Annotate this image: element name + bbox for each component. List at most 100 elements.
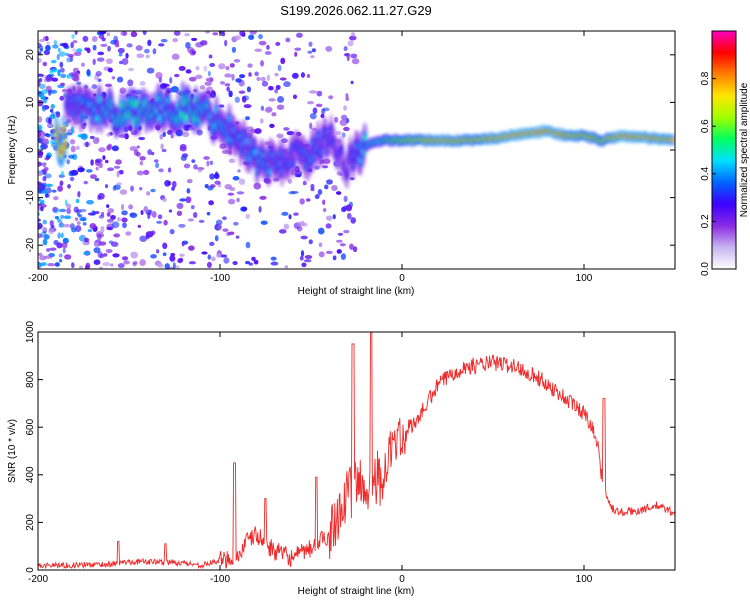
- heatmap-cell: [350, 217, 357, 224]
- heatmap-cell: [46, 248, 51, 252]
- heatmap-cell: [325, 250, 333, 255]
- colorbar-tick-label: 0.2: [700, 214, 711, 228]
- heatmap-cell: [187, 218, 195, 222]
- heatmap-cell: [38, 205, 41, 212]
- heatmap-cell: [78, 265, 83, 269]
- heatmap-cell: [143, 205, 149, 213]
- heatmap-cell: [228, 158, 236, 164]
- heatmap-cell: [258, 34, 263, 40]
- heatmap-cell: [346, 54, 350, 62]
- heatmap-cell: [49, 247, 57, 251]
- heatmap-cell: [275, 84, 281, 90]
- heatmap-cell: [139, 160, 144, 166]
- heatmap-cell: [276, 104, 285, 110]
- heatmap-cell: [302, 222, 308, 227]
- heatmap-cell: [294, 47, 302, 51]
- heatmap-cell: [254, 48, 263, 52]
- heatmap-cell: [235, 235, 240, 239]
- heatmap-cell: [226, 86, 230, 92]
- heatmap-cell: [46, 41, 51, 45]
- heatmap-cell: [66, 203, 72, 210]
- heatmap-cell: [285, 37, 291, 43]
- heatmap-cell: [260, 60, 264, 67]
- heatmap-cell: [254, 128, 262, 134]
- heatmap-cell: [62, 42, 69, 49]
- heatmap-cell: [284, 265, 289, 269]
- heatmap-cell: [49, 220, 54, 226]
- heatmap-cell: [345, 93, 349, 99]
- heatmap-cell: [38, 218, 41, 222]
- heatmap-cell: [200, 40, 208, 46]
- top-ytick-label: 20: [25, 49, 36, 61]
- heatmap-cell: [147, 212, 151, 220]
- heatmap-cell: [331, 185, 338, 191]
- heatmap-cell: [244, 260, 251, 265]
- heatmap-cell: [86, 69, 91, 76]
- heatmap-cell: [277, 95, 285, 103]
- heatmap-cell: [99, 241, 107, 246]
- heatmap-cell: [78, 214, 83, 218]
- heatmap-cell: [89, 223, 97, 230]
- heatmap-cell: [152, 48, 157, 55]
- heatmap-cell: [341, 132, 346, 138]
- heatmap-cell: [176, 210, 183, 217]
- heatmap-cell: [103, 253, 108, 257]
- heatmap-cell: [70, 41, 74, 49]
- heatmap-cell: [208, 200, 214, 206]
- top-xtick-label: 100: [576, 273, 593, 284]
- heatmap-cell: [266, 74, 271, 81]
- heatmap-cell: [53, 40, 58, 45]
- heatmap-cell: [42, 219, 47, 225]
- heatmap-cell: [220, 254, 228, 258]
- heatmap-cell: [302, 180, 307, 186]
- heatmap-cell: [135, 45, 143, 51]
- heatmap-cell: [155, 249, 160, 254]
- heatmap-cell: [83, 180, 88, 185]
- heatmap-cell: [102, 155, 106, 160]
- heatmap-cell: [106, 144, 112, 151]
- snr-line-area: [38, 332, 675, 570]
- heatmap-cell: [93, 259, 101, 266]
- heatmap-cell: [268, 98, 276, 102]
- heatmap-cell: [97, 251, 103, 259]
- heatmap-cell: [55, 111, 60, 115]
- heatmap-cell: [77, 167, 85, 173]
- heatmap-cell: [38, 181, 42, 186]
- heatmap-cell: [343, 126, 350, 132]
- heatmap-cell: [308, 90, 317, 94]
- top-ytick-label: -20: [25, 238, 36, 253]
- heatmap-cell: [47, 73, 55, 77]
- heatmap-cell: [118, 53, 123, 57]
- heatmap-cell: [185, 41, 191, 49]
- heatmap-cell: [65, 132, 73, 136]
- heatmap-cell: [185, 69, 192, 74]
- heatmap-cell: [191, 37, 198, 42]
- heatmap-cell: [98, 31, 107, 35]
- heatmap-cell: [324, 184, 329, 190]
- heatmap-cell: [303, 259, 312, 263]
- heatmap-cell: [164, 263, 170, 269]
- heatmap-cell: [101, 37, 106, 42]
- heatmap-cell: [336, 249, 342, 254]
- heatmap-cell: [97, 78, 102, 82]
- colorbar-axis: 0.0 0.2 0.4 0.6 0.8: [700, 71, 716, 276]
- heatmap-cell: [309, 113, 317, 120]
- heatmap-cell: [112, 185, 117, 191]
- top-y-axis-label: Frequency (Hz): [7, 116, 18, 185]
- heatmap-cell: [58, 51, 66, 57]
- heatmap-cell: [214, 235, 219, 242]
- heatmap-cell: [186, 178, 193, 184]
- heatmap-cell: [233, 221, 239, 226]
- heatmap-cell: [106, 212, 111, 217]
- heatmap-cell: [168, 209, 173, 213]
- heatmap-cell: [40, 143, 48, 150]
- heatmap-cell: [352, 246, 358, 253]
- heatmap-cell: [59, 259, 63, 263]
- heatmap-cell: [99, 266, 103, 269]
- heatmap-cell: [283, 81, 291, 88]
- bottom-xtick-label: 100: [576, 574, 593, 585]
- heatmap-cell: [260, 220, 268, 225]
- heatmap-cell: [160, 143, 164, 150]
- heatmap-cell: [346, 212, 352, 220]
- top-y-axis: 20 10 0 -10 -20: [25, 49, 675, 253]
